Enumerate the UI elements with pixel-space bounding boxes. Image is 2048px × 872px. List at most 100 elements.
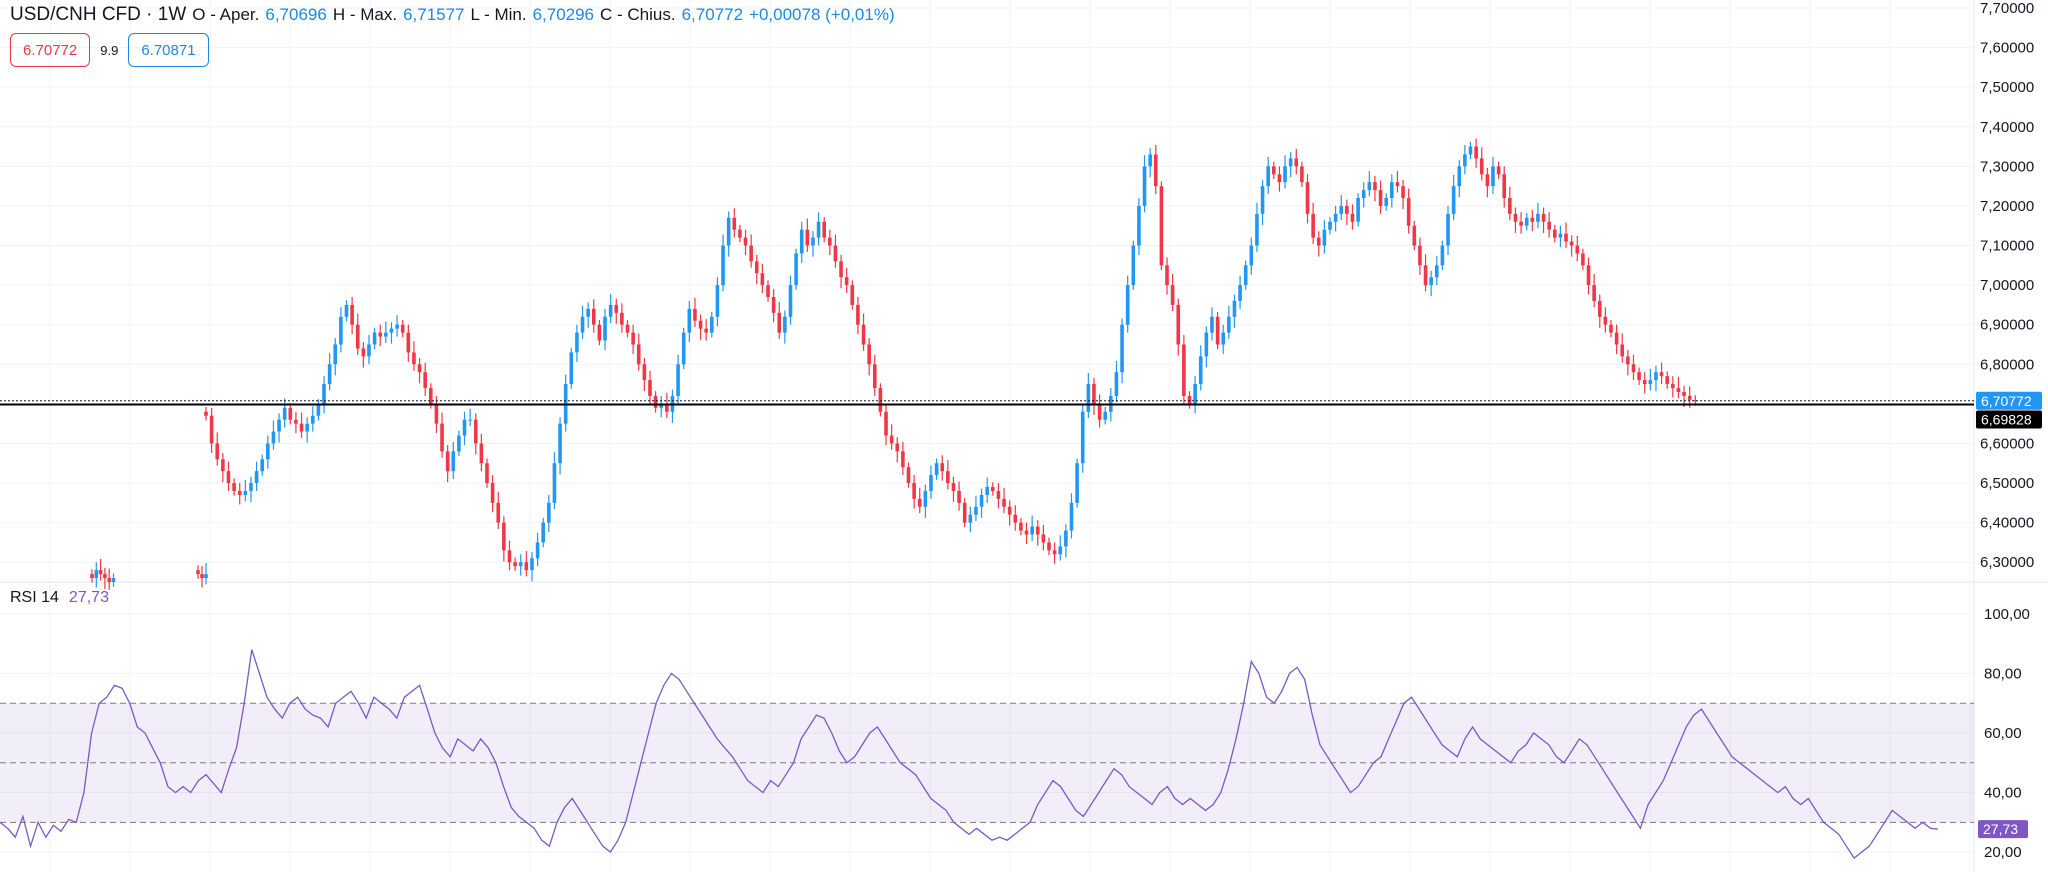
candle-body xyxy=(1597,300,1602,317)
candle-body xyxy=(569,352,574,385)
candle-body xyxy=(1339,205,1344,214)
candle-body xyxy=(103,574,107,579)
candle-body xyxy=(934,463,939,476)
candle-body xyxy=(1047,542,1051,551)
price-tick-label: 6,40000 xyxy=(1980,515,2034,532)
candle-body xyxy=(322,384,326,404)
candle-body xyxy=(479,443,484,464)
candle-body xyxy=(743,237,748,246)
candle-body xyxy=(1401,186,1405,199)
chart-grid xyxy=(0,0,1974,872)
candle-body xyxy=(524,562,529,571)
candle-body xyxy=(1536,213,1540,222)
candle-body xyxy=(631,332,635,345)
low-value: 6,70296 xyxy=(532,5,595,24)
price-tick-label: 6,30000 xyxy=(1980,554,2034,571)
candle-body xyxy=(636,344,641,365)
candle-body xyxy=(1378,190,1383,206)
candle-body xyxy=(1092,384,1096,404)
candle-body xyxy=(1316,237,1321,246)
candle-body xyxy=(665,403,669,412)
symbol-title[interactable]: USD/CNH CFD · 1W xyxy=(10,4,187,25)
candle-body xyxy=(783,316,787,333)
candle-body xyxy=(1142,166,1147,206)
rsi-value: 27,73 xyxy=(68,589,109,606)
candle-body xyxy=(951,483,956,491)
candle-body xyxy=(1491,166,1495,187)
candle-body xyxy=(1468,146,1473,155)
candle-body xyxy=(1041,534,1046,543)
price-tick-label: 6,80000 xyxy=(1980,356,2034,373)
candle-body xyxy=(828,237,832,246)
rsi-last-tag-label: 27,73 xyxy=(1983,821,2018,837)
candle-body xyxy=(1659,372,1664,377)
candle-body xyxy=(1221,332,1226,345)
candle-body xyxy=(912,483,916,499)
price-tick-label: 7,30000 xyxy=(1980,158,2034,175)
candle-body xyxy=(1356,198,1360,222)
price-tick-label: 7,60000 xyxy=(1980,40,2034,57)
candle-body xyxy=(788,285,793,317)
candle-body xyxy=(372,332,377,345)
candle-body xyxy=(1193,384,1197,404)
candle-body xyxy=(816,221,821,238)
buy-button[interactable]: 6.70871 xyxy=(128,33,209,67)
candle-body xyxy=(1170,285,1175,305)
candle-body xyxy=(867,344,871,365)
rsi-label[interactable]: RSI 14 xyxy=(10,589,59,606)
candle-body xyxy=(1019,522,1023,531)
candle-body xyxy=(749,245,753,262)
candle-body xyxy=(996,490,1001,499)
candle-body xyxy=(1328,221,1332,230)
candle-body xyxy=(1114,372,1119,396)
candle-body xyxy=(1384,198,1388,206)
candle-body xyxy=(547,502,551,523)
candle-body xyxy=(901,451,905,468)
candle-body xyxy=(962,502,967,523)
candle-body xyxy=(1148,154,1152,167)
candle-body xyxy=(839,261,843,278)
candle-body xyxy=(221,459,225,472)
candle-body xyxy=(704,328,708,333)
candle-body xyxy=(434,403,439,424)
price-lines: 6,70772 6,69828 xyxy=(0,391,2042,429)
candle-body xyxy=(237,490,242,495)
candle-body xyxy=(552,463,557,503)
candle-body xyxy=(614,304,619,313)
candle-body xyxy=(344,304,349,317)
candle-body xyxy=(822,221,826,238)
price-tick-label: 6,90000 xyxy=(1980,317,2034,334)
sell-button[interactable]: 6.70772 xyxy=(10,33,91,67)
candle-body xyxy=(1508,198,1512,214)
candle-body xyxy=(98,570,103,575)
candle-body xyxy=(1255,213,1259,246)
candle-body xyxy=(991,486,995,491)
candle-body xyxy=(1030,526,1034,535)
candle-body xyxy=(1440,245,1445,266)
candle-body xyxy=(715,285,720,317)
candle-body xyxy=(872,364,877,389)
candle-body xyxy=(1198,356,1203,385)
candle-body xyxy=(681,332,686,365)
candle-body xyxy=(271,431,276,444)
symbol-legend: USD/CNH CFD · 1W O - Aper. 6,70696 H - Ma… xyxy=(10,4,895,26)
low-label: L - Min. xyxy=(470,5,527,24)
candle-body xyxy=(196,570,200,575)
change-value: +0,00078 (+0,01%) xyxy=(749,5,895,24)
candle-body xyxy=(423,372,427,389)
candle-body xyxy=(282,407,287,420)
rsi-tick-label: 20,00 xyxy=(1984,844,2022,861)
candle-body xyxy=(687,308,692,333)
candle-body xyxy=(1530,217,1535,222)
horizontal-line-tag-label: 6,69828 xyxy=(1981,412,2032,428)
candle-body xyxy=(518,562,523,567)
candle-body xyxy=(1395,182,1400,187)
candle-body xyxy=(1541,213,1546,222)
candle-body xyxy=(451,451,456,472)
candle-body xyxy=(111,578,116,582)
candle-body xyxy=(1519,221,1523,226)
candle-body xyxy=(1373,182,1377,191)
candle-body xyxy=(417,364,422,373)
candle-body xyxy=(974,506,978,515)
candle-body xyxy=(1210,316,1214,333)
